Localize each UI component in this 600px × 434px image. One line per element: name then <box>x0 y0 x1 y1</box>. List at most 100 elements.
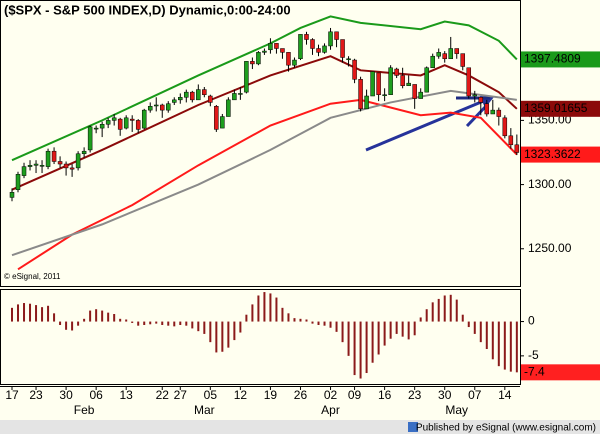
candle-body <box>244 61 249 93</box>
candle-body <box>153 104 159 107</box>
candle-body <box>274 43 279 49</box>
candle-body <box>406 82 411 86</box>
candle-body <box>454 48 459 54</box>
candle-body <box>214 106 219 130</box>
candle-body <box>298 34 303 60</box>
histogram-bar <box>11 307 13 322</box>
x-tick-label: 22 <box>156 388 170 402</box>
candle-body <box>496 109 502 117</box>
candle-body <box>27 165 33 167</box>
x-tick-label: 07 <box>468 388 482 402</box>
value-box-label: 1397.4809 <box>524 52 581 66</box>
candle-body <box>352 59 357 80</box>
x-tick-label: 27 <box>174 388 188 402</box>
price-panel <box>0 0 521 287</box>
candle-body <box>21 166 27 176</box>
candle-body <box>316 48 321 53</box>
candle-body <box>75 153 81 169</box>
histogram-bar <box>305 319 308 322</box>
y-tick-label: 1250.00 <box>528 241 572 255</box>
candle-body <box>238 93 243 95</box>
histogram-bar <box>29 303 32 322</box>
candle-body <box>9 192 15 198</box>
histogram-bar <box>473 321 476 334</box>
histogram-bar <box>317 321 320 325</box>
x-tick-label: 05 <box>204 388 218 402</box>
histogram-bar <box>137 321 140 326</box>
band-line <box>11 89 517 257</box>
histogram-bar <box>65 321 68 330</box>
histogram-bar <box>143 321 146 325</box>
histogram-bar <box>455 299 458 322</box>
month-label: Apr <box>321 403 340 417</box>
x-tick-label: 23 <box>29 388 43 402</box>
histogram-bar <box>101 310 104 322</box>
y-tick-label: 0 <box>528 314 535 328</box>
candle-body <box>123 117 129 129</box>
x-tick-label: 19 <box>264 388 278 402</box>
footer-text: Published by eSignal (www.esignal.com) <box>416 423 596 434</box>
histogram-bar <box>461 314 464 322</box>
candle-body <box>376 72 381 95</box>
histogram-bar <box>479 321 482 343</box>
month-label: May <box>445 403 468 417</box>
x-tick-label: 30 <box>438 388 452 402</box>
histogram-bar <box>221 321 224 352</box>
candle-body <box>196 89 201 101</box>
histogram-bar <box>215 321 218 353</box>
candle-body <box>111 117 117 121</box>
candle-body <box>430 55 435 69</box>
histogram-bar <box>53 313 56 322</box>
histogram-bar <box>131 321 134 323</box>
candle-body <box>508 135 514 146</box>
histogram-bar <box>89 310 92 322</box>
candle-body <box>286 52 291 66</box>
candle-body <box>328 31 333 47</box>
histogram-bar <box>401 321 404 337</box>
histogram-bar <box>383 321 386 346</box>
footer-icon <box>408 422 418 432</box>
histogram-bar <box>107 312 110 322</box>
histogram-bar <box>287 313 290 322</box>
histogram-bar <box>233 321 236 341</box>
histogram-bar <box>341 321 344 343</box>
candle-body <box>105 120 111 125</box>
candle-body <box>87 126 93 151</box>
candle-body <box>442 53 447 60</box>
band-line <box>11 55 518 191</box>
histogram-bar <box>515 321 518 373</box>
candle-body <box>172 99 177 103</box>
histogram-bar <box>95 309 98 322</box>
histogram-bar <box>485 321 488 350</box>
candle-body <box>232 93 237 101</box>
candle-body <box>322 45 327 53</box>
value-box <box>521 51 600 68</box>
candle-body <box>202 89 207 95</box>
candle-body <box>63 163 69 169</box>
histogram-bar <box>125 319 128 322</box>
indicator-panel <box>0 289 521 385</box>
y-tick-label: 1300.00 <box>528 177 572 191</box>
candle-body <box>334 31 339 40</box>
candle-body <box>400 75 405 86</box>
value-box <box>521 146 600 163</box>
candle-body <box>117 118 123 130</box>
band-line <box>17 98 518 271</box>
candle-body <box>147 106 153 111</box>
histogram-bar <box>419 317 422 322</box>
candle-body <box>466 67 472 97</box>
histogram-bar <box>209 321 212 343</box>
histogram-bar <box>71 321 74 331</box>
candle-body <box>448 48 453 60</box>
histogram-bar <box>299 318 302 322</box>
candle-body <box>51 150 57 162</box>
histogram-bar <box>155 321 158 324</box>
candle-body <box>424 67 429 93</box>
x-tick-label: 30 <box>59 388 73 402</box>
histogram-bar <box>77 321 80 326</box>
histogram-bar <box>449 294 452 322</box>
candle-body <box>184 91 189 98</box>
y-tick-label: -5 <box>528 348 539 362</box>
